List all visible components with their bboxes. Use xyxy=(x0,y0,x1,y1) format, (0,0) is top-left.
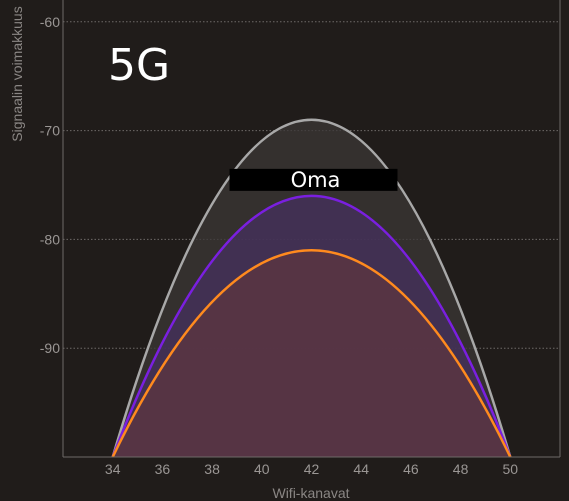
x-tick-label: 46 xyxy=(403,461,419,477)
x-tick-label: 40 xyxy=(254,461,270,477)
x-tick-label: 36 xyxy=(155,461,171,477)
band-title: 5G xyxy=(108,40,170,91)
y-tick-label: -90 xyxy=(40,340,60,356)
series-line xyxy=(111,194,512,458)
y-tick-label: -60 xyxy=(40,14,60,30)
axes: -60 -70 -80 -90 34 36 38 40 42 44 46 48 50 xyxy=(40,0,561,477)
y-tick-label: -80 xyxy=(40,231,60,247)
series-labels: Oma xyxy=(229,168,398,192)
x-tick-label: 38 xyxy=(204,461,220,477)
x-tick-label: 44 xyxy=(353,461,369,477)
series-line xyxy=(111,249,512,458)
x-tick-label: 42 xyxy=(304,461,320,477)
x-tick-label: 50 xyxy=(503,461,519,477)
series-label-background xyxy=(229,168,398,191)
x-tick-label: 34 xyxy=(105,461,121,477)
x-tick-label: 48 xyxy=(453,461,469,477)
series-line xyxy=(111,118,512,458)
y-tick-label: -70 xyxy=(40,123,60,139)
x-axis-title: Wifi-kanavat xyxy=(272,485,349,501)
series-curves xyxy=(111,118,512,458)
y-axis-title: Signaalin voimakkuus xyxy=(9,6,25,141)
series-label: Oma xyxy=(291,168,341,192)
